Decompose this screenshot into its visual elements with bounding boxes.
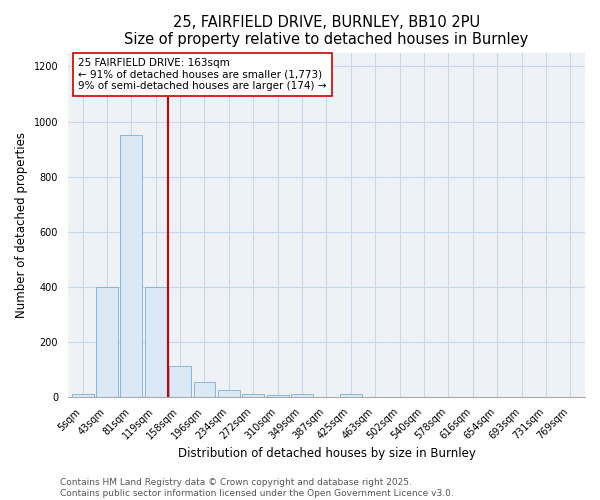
Bar	[145, 286, 167, 397]
Text: Contains HM Land Registry data © Crown copyright and database right 2025.
Contai: Contains HM Land Registry data © Crown c…	[60, 478, 454, 498]
Bar	[242, 394, 264, 396]
Bar	[96, 286, 118, 397]
Bar	[121, 136, 142, 396]
Bar	[194, 382, 215, 396]
Bar	[340, 394, 362, 396]
Y-axis label: Number of detached properties: Number of detached properties	[15, 132, 28, 318]
Bar	[71, 394, 94, 396]
Bar	[291, 394, 313, 396]
Bar	[169, 366, 191, 396]
X-axis label: Distribution of detached houses by size in Burnley: Distribution of detached houses by size …	[178, 447, 475, 460]
Text: 25 FAIRFIELD DRIVE: 163sqm
← 91% of detached houses are smaller (1,773)
9% of se: 25 FAIRFIELD DRIVE: 163sqm ← 91% of deta…	[78, 58, 327, 91]
Bar	[218, 390, 240, 396]
Title: 25, FAIRFIELD DRIVE, BURNLEY, BB10 2PU
Size of property relative to detached hou: 25, FAIRFIELD DRIVE, BURNLEY, BB10 2PU S…	[124, 15, 529, 48]
